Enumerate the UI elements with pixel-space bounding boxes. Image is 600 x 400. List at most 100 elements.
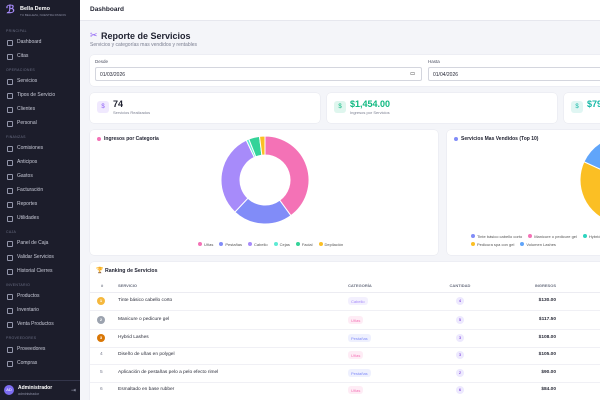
rank: 6 [100,387,103,392]
user-name: Administrador [18,385,53,391]
table-header: CANTIDAD [449,283,471,288]
legend-dot [471,234,475,238]
nav-item[interactable]: Compras [17,360,38,366]
nav-item[interactable]: Utilidades [17,215,39,221]
stat-icon: $ [334,101,346,113]
trophy-icon: 🏆 [96,268,104,274]
nav-icon[interactable] [7,322,13,328]
table-header: SERVICIO [118,283,138,288]
nav-icon[interactable] [7,241,13,247]
legend-dot [273,242,278,246]
nav-item[interactable]: Comisiones [17,145,44,151]
nav-item[interactable]: Facturación [17,187,44,193]
section-label: OPERACIONES [6,68,35,72]
stat-label: Ingresos por Servicios [350,110,390,115]
legend-dot [198,242,202,246]
stat-icon: $ [97,101,109,113]
nav-item[interactable]: Servicios [17,78,38,84]
nav-icon[interactable] [7,188,13,194]
nav-icon[interactable] [7,54,13,60]
legend-label: Uñas [204,241,214,247]
date-value: 01/04/2026 [433,71,459,78]
nav-icon[interactable] [7,146,13,152]
nav-icon[interactable] [7,347,13,353]
table-header: CATEGORÍA [348,283,372,288]
nav-item[interactable]: Dashboard [17,39,42,45]
nav-icon[interactable] [7,121,13,127]
nav-item[interactable]: Inventario [17,307,39,313]
nav-icon[interactable] [7,160,13,166]
nav-item[interactable]: Tipos de Servicio [17,92,56,98]
nav-icon[interactable] [7,308,13,314]
nav-icon[interactable] [7,174,13,180]
date-input[interactable]: 01/03/2026 ▭ [95,67,422,81]
row-rule [90,347,600,348]
chart-title: Servicios Mas Vendidos (Top 10) [461,136,539,142]
calendar-icon[interactable]: ▭ [410,70,416,77]
nav-icon[interactable] [7,216,13,222]
nav-item[interactable]: Gastos [17,173,33,179]
stat-value: 74 [113,99,124,109]
service-name: Esmaltado en base rubber [118,387,175,392]
nav-item[interactable]: Reportes [17,201,38,207]
nav-item[interactable]: Historial Cierres [17,268,53,274]
nav-item[interactable]: Proveedores [17,346,46,352]
ranking-panel [90,262,600,400]
category-badge: Uñas [348,351,364,359]
stat-value: $79 [587,99,600,109]
nav-item[interactable]: Validar Servicios [17,254,54,260]
nav-icon[interactable] [7,93,13,99]
nav-icon[interactable] [7,202,13,208]
rank-medal: 3 [97,334,105,342]
nav-item[interactable]: Anticipos [17,159,38,165]
nav-item[interactable]: Venta Productos [17,321,54,327]
report-title: Reporte de Servicios [101,31,191,41]
rank: 4 [100,352,103,357]
row-rule [90,364,600,365]
stat-label: Servicios Realizados [113,110,151,115]
nav-icon[interactable] [7,107,13,113]
legend-label: Tinte básico cabello corto [477,233,523,239]
nav-item[interactable]: Panel de Caja [17,240,49,246]
nav-icon[interactable] [7,79,13,85]
category-badge: Pestañas [348,369,371,377]
nav-icon[interactable] [7,269,13,275]
brand: Bella Demo [20,6,50,12]
report-subtitle: Servicios y categorías mas vendidos y re… [90,42,197,48]
row-rule [90,382,600,383]
date-input[interactable]: 01/04/2026 [428,67,600,81]
user-role: administrador [18,392,40,396]
section-label: PRINCIPAL [6,29,27,33]
category-badge: Pestañas [348,334,371,342]
revenue: $84.00 [541,387,556,392]
service-name: Manicure o pedicure gel [118,317,170,322]
logout-icon[interactable]: ⇥ [71,388,77,394]
legend-dot [528,234,533,238]
stat-card [327,93,557,123]
nav-item[interactable]: Productos [17,293,40,299]
nav-icon[interactable] [7,294,13,300]
logo: ℬ [6,4,15,16]
section-label: FINANZAS [6,135,26,139]
legend-label: Hybrid Lashes [588,233,600,239]
quantity-badge: 5 [456,316,464,324]
filter-label: Desde [95,59,109,64]
nav-item[interactable]: Citas [17,53,29,59]
legend-dot [520,242,525,246]
nav-item[interactable]: Clientes [17,106,36,112]
row-rule [90,329,600,330]
nav-icon[interactable] [7,361,13,367]
legend-label: Depilación [324,241,344,247]
ranking-title: Ranking de Servicios [105,268,158,274]
chart-dot [97,137,101,141]
nav-item[interactable]: Personal [17,120,37,126]
chart-dot [454,137,458,141]
stat-icon: $ [571,101,583,113]
nav-icon[interactable] [7,255,13,261]
sidebar: ℬ Bella Demo TU BELLEZA, NUESTRA PASION … [0,0,80,400]
chart-title: Ingresos por Categoría [104,136,159,142]
section-label: CAJA [6,230,17,234]
nav-icon[interactable] [7,40,13,46]
